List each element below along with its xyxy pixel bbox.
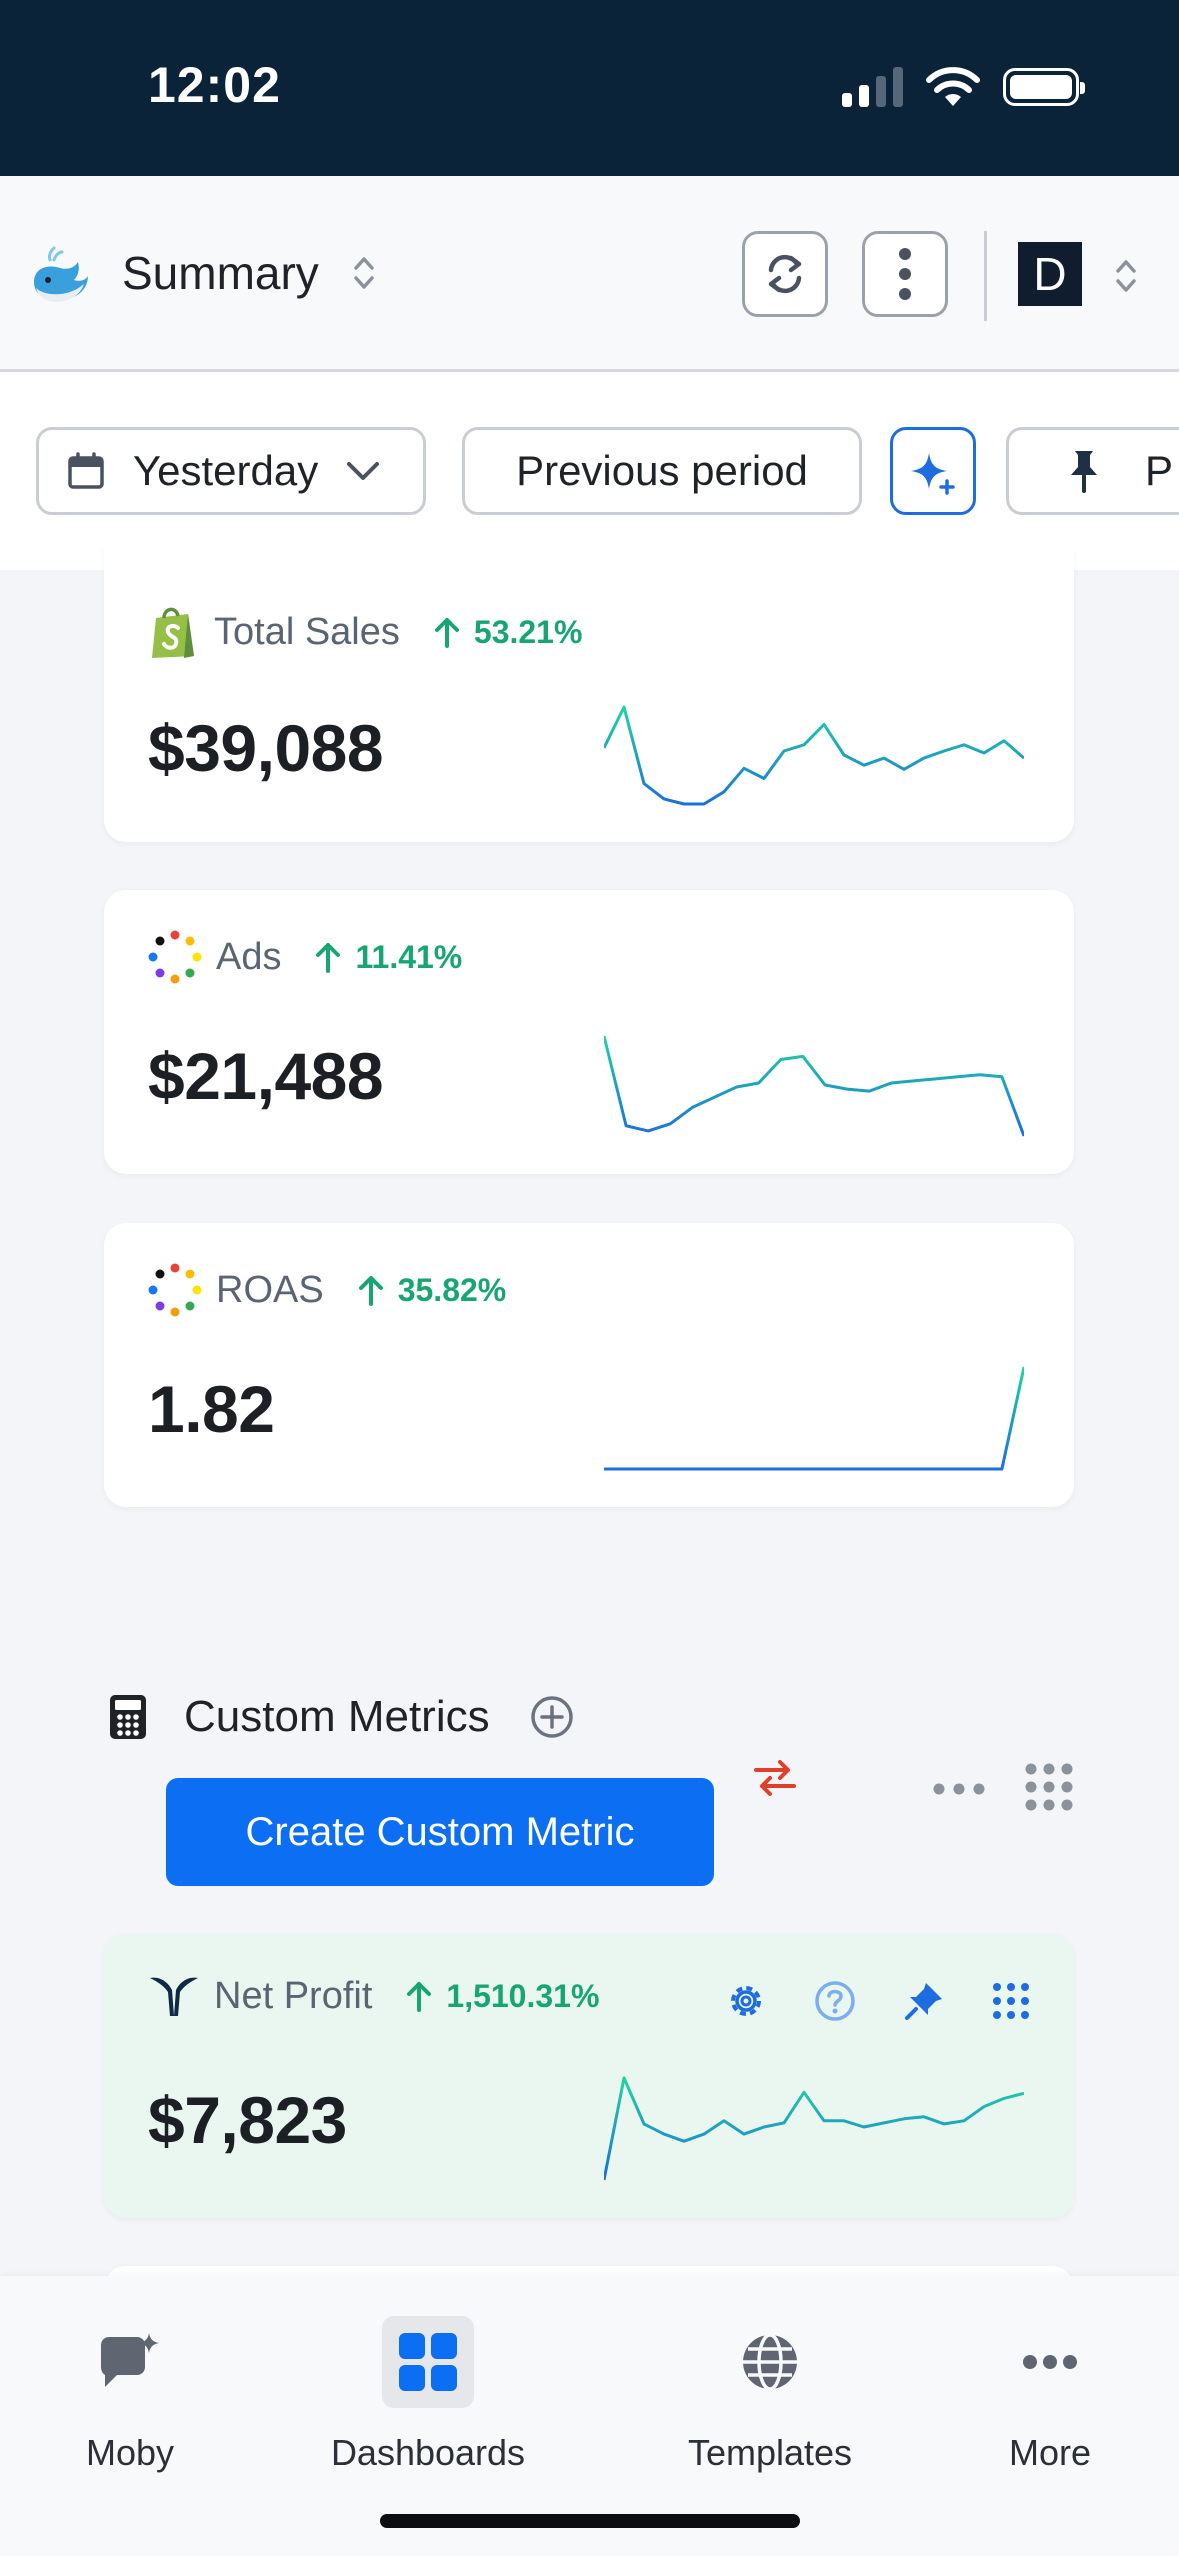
sparkline-chart	[604, 1035, 1024, 1137]
arrow-up-icon	[316, 943, 341, 973]
cellular-signal-icon	[842, 67, 903, 107]
metric-card-net-profit[interactable]: Net Profit 1,510.31% $7,823	[104, 1934, 1074, 2218]
sparkline-chart	[604, 1366, 1024, 1471]
drag-grid-icon[interactable]	[992, 1982, 1030, 2020]
tab-label: Templates	[687, 2432, 853, 2473]
sparkline-chart	[604, 705, 1024, 806]
app-header: Summary D	[0, 176, 1179, 372]
tab-label: Moby	[85, 2432, 175, 2473]
triple-whale-icon	[150, 1977, 198, 2016]
filter-bar: Yesterday Previous period P	[0, 372, 1179, 570]
metric-label: Total Sales	[214, 610, 400, 653]
pin-icon[interactable]	[904, 1981, 944, 2021]
globe-icon	[743, 2333, 797, 2391]
pin-icon	[1071, 451, 1097, 493]
gear-icon[interactable]	[726, 1981, 766, 2021]
chevron-updown-icon	[354, 257, 374, 289]
date-range-label: Yesterday	[133, 447, 319, 494]
sparkline-chart	[604, 2076, 1024, 2181]
horizontal-dots-icon[interactable]	[932, 1782, 986, 1796]
vertical-dots-icon	[899, 248, 911, 300]
change-badge: 53.21%	[434, 613, 583, 651]
store-switch-chevron-icon[interactable]	[1115, 256, 1137, 296]
tab-label: More	[1008, 2432, 1092, 2473]
swap-arrows-icon[interactable]	[752, 1758, 798, 1798]
sparkle-icon	[911, 453, 955, 495]
create-custom-metric-button[interactable]: Create Custom Metric	[166, 1778, 714, 1886]
status-time: 12:02	[148, 57, 281, 113]
shopify-icon	[152, 607, 194, 658]
change-percent: 11.41%	[355, 938, 463, 975]
ai-sparkle-button[interactable]	[890, 427, 976, 515]
change-badge: 1,510.31%	[406, 1978, 599, 2015]
metric-label: Net Profit	[214, 1974, 373, 2017]
change-badge: 35.82%	[358, 1271, 507, 1309]
metric-card-total-sales[interactable]: Total Sales 53.21% $39,088	[104, 548, 1074, 842]
battery-icon	[1003, 68, 1085, 106]
metric-value: $7,823	[148, 2083, 347, 2157]
comparison-label: Previous period	[516, 447, 808, 494]
help-icon[interactable]	[814, 1980, 856, 2022]
add-circle-icon[interactable]	[530, 1695, 574, 1739]
metric-label: Ads	[216, 935, 282, 978]
metric-card-ads[interactable]: Ads 11.41% $21,488	[104, 890, 1074, 1174]
options-menu-button[interactable]	[862, 231, 948, 317]
metric-value: $39,088	[148, 711, 384, 785]
status-bar: 12:02	[0, 0, 1179, 176]
arrow-up-icon	[358, 1276, 383, 1306]
date-range-picker[interactable]: Yesterday	[36, 427, 426, 515]
ads-dots-icon	[148, 930, 202, 984]
change-percent: 35.82%	[397, 1271, 507, 1308]
tab-templates[interactable]: Templates	[670, 2316, 870, 2474]
refresh-icon	[768, 254, 802, 294]
metric-label: ROAS	[216, 1268, 324, 1311]
chevron-down-icon	[347, 462, 380, 480]
tab-moby[interactable]: Moby	[70, 2316, 190, 2474]
sparkline-path	[604, 2076, 1024, 2181]
sparkline-path	[604, 1035, 1024, 1137]
metric-value: $21,488	[148, 1039, 384, 1113]
bottom-tab-bar: Moby Dashboards Templates More	[0, 2276, 1179, 2556]
metric-card-roas[interactable]: ROAS 35.82% 1.82	[104, 1223, 1074, 1507]
sparkline-path	[604, 705, 1024, 806]
section-title: Custom Metrics	[184, 1692, 490, 1741]
wifi-icon	[926, 67, 980, 106]
arrow-up-icon	[407, 1982, 432, 2012]
tab-dashboards[interactable]: Dashboards	[320, 2316, 536, 2474]
change-badge: 11.41%	[315, 939, 462, 976]
change-percent: 1,510.31%	[446, 1977, 600, 2014]
more-dots-icon	[1023, 2355, 1077, 2369]
dashboards-grid-icon	[399, 2333, 457, 2391]
store-avatar[interactable]: D	[1018, 242, 1082, 306]
calculator-icon	[110, 1695, 146, 1739]
dashboard-selector[interactable]: Summary	[122, 246, 375, 300]
calendar-icon	[68, 452, 104, 489]
sparkline-path	[604, 1366, 1024, 1471]
ads-dots-icon	[148, 1263, 202, 1317]
arrow-up-icon	[434, 618, 459, 648]
drag-grid-icon[interactable]	[1024, 1762, 1074, 1812]
comparison-period-button[interactable]: Previous period	[462, 427, 862, 515]
status-icons	[842, 66, 1085, 108]
tab-label: Dashboards	[330, 2432, 526, 2473]
moby-chat-icon	[101, 2333, 159, 2387]
tab-more[interactable]: More	[990, 2316, 1110, 2474]
pin-label: P	[1145, 447, 1174, 494]
page-title: Summary	[122, 247, 319, 299]
change-percent: 53.21%	[473, 613, 583, 650]
metric-value: 1.82	[148, 1372, 275, 1446]
refresh-button[interactable]	[742, 231, 828, 317]
whale-logo-icon	[34, 246, 88, 302]
header-divider	[984, 231, 987, 321]
pinned-filter-button[interactable]: P	[1006, 427, 1179, 515]
home-indicator	[380, 2514, 800, 2528]
custom-metrics-header: Custom Metrics	[108, 1692, 574, 1742]
metric-card-tools	[726, 1980, 1030, 2022]
